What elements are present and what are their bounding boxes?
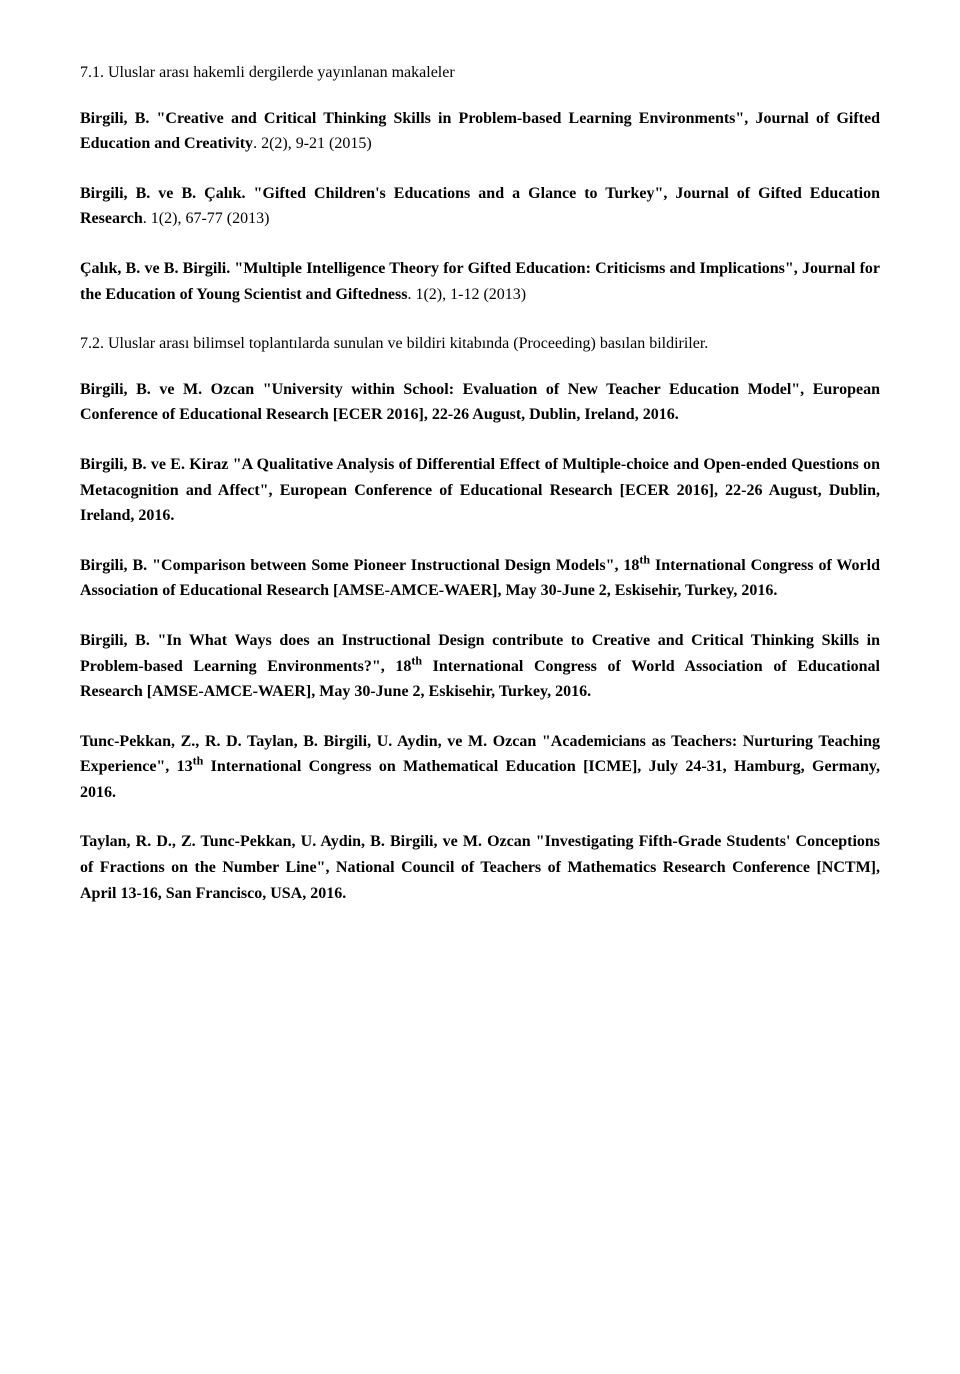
entry-authors: Birgili, B. ve B. Çalık.	[80, 185, 246, 202]
entry-suffix: . 1(2), 67-77 (2013)	[143, 210, 270, 227]
entry-71-1: Birgili, B. ve B. Çalık. "Gifted Childre…	[80, 181, 880, 232]
entry-71-0: Birgili, B. "Creative and Critical Think…	[80, 106, 880, 157]
entry-authors: Çalık, B. ve B. Birgili.	[80, 260, 230, 277]
entry-text: "Creative and Critical Thinking Skills i…	[80, 110, 880, 153]
entry-sup: th	[639, 552, 650, 566]
entry-suffix: . 2(2), 9-21 (2015)	[253, 135, 372, 152]
section-72-title: 7.2. Uluslar arası bilimsel toplantılard…	[80, 331, 880, 357]
entry-72-2: Birgili, B. "Comparison between Some Pio…	[80, 553, 880, 604]
entry-72-5: Taylan, R. D., Z. Tunc-Pekkan, U. Aydin,…	[80, 829, 880, 906]
entry-sup: th	[411, 653, 422, 667]
entry-72-3: Birgili, B. "In What Ways does an Instru…	[80, 628, 880, 705]
entry-72-0: Birgili, B. ve M. Ozcan "University with…	[80, 377, 880, 428]
entry-72-1: Birgili, B. ve E. Kiraz "A Qualitative A…	[80, 452, 880, 529]
entry-authors: Birgili, B. ve M. Ozcan	[80, 381, 254, 398]
entry-71-2: Çalık, B. ve B. Birgili. "Multiple Intel…	[80, 256, 880, 307]
entry-sup: th	[193, 754, 204, 768]
section-71-title: 7.1. Uluslar arası hakemli dergilerde ya…	[80, 60, 880, 86]
entry-text-pre: "Comparison between Some Pioneer Instruc…	[147, 557, 639, 574]
entry-authors: Tunc-Pekkan, Z., R. D. Taylan, B. Birgil…	[80, 733, 536, 750]
entry-authors: Birgili, B.	[80, 632, 150, 649]
entry-authors: Birgili, B.	[80, 557, 147, 574]
entry-suffix: . 1(2), 1-12 (2013)	[407, 286, 526, 303]
entry-authors: Taylan, R. D., Z. Tunc-Pekkan, U. Aydin,…	[80, 833, 531, 850]
entry-authors: Birgili, B.	[80, 110, 149, 127]
entry-72-4: Tunc-Pekkan, Z., R. D. Taylan, B. Birgil…	[80, 729, 880, 806]
entry-authors: Birgili, B. ve E. Kiraz	[80, 456, 228, 473]
